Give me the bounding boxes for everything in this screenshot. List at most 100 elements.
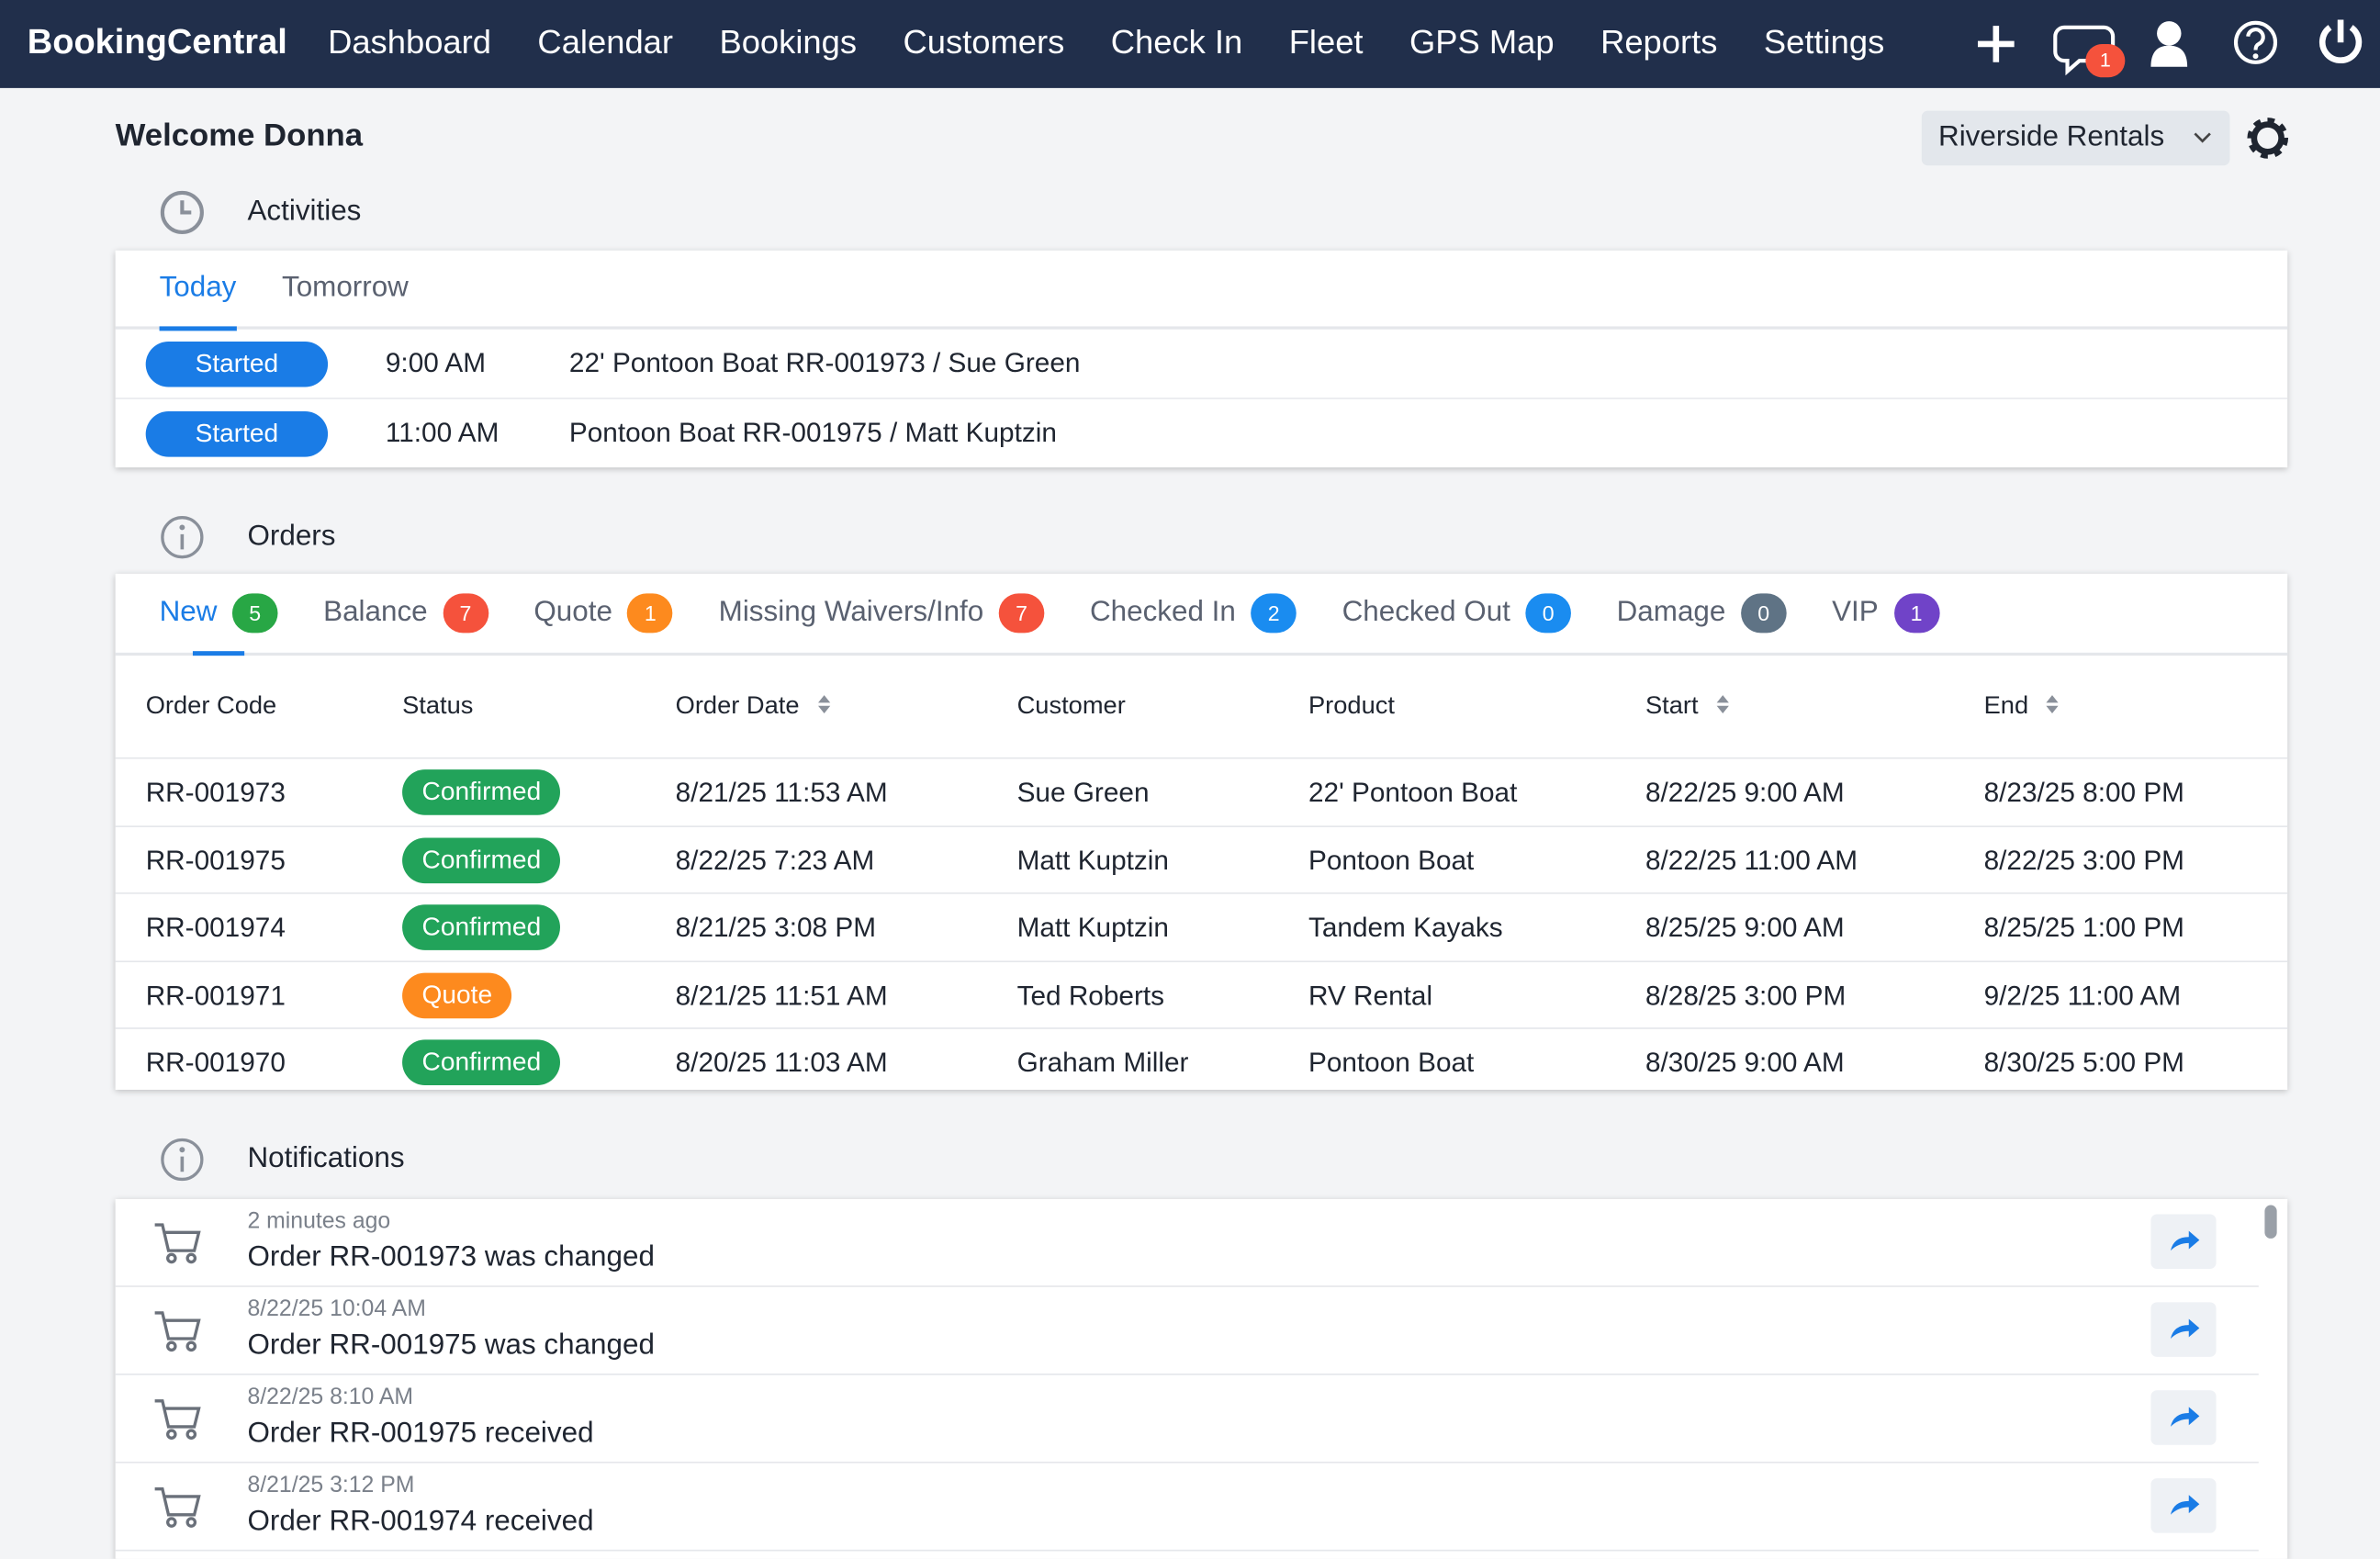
nav-item[interactable]: GPS Map	[1409, 22, 1555, 62]
nav-item[interactable]: Bookings	[719, 22, 858, 62]
scrollbar[interactable]	[2264, 1205, 2277, 1239]
activity-description[interactable]: Pontoon Boat RR-001975 / Matt Kuptzin	[568, 417, 1057, 448]
cart-icon	[154, 1223, 201, 1264]
tab-count: 5	[231, 593, 278, 634]
open-button[interactable]	[2150, 1390, 2217, 1445]
order-code: RR-001970	[145, 1048, 286, 1079]
notification-time: 2 minutes ago	[247, 1207, 391, 1234]
nav-item[interactable]: Settings	[1763, 22, 1885, 62]
open-button[interactable]	[2150, 1478, 2217, 1533]
column-label: Order Code	[145, 691, 277, 720]
tab-label: Checked In	[1089, 596, 1236, 629]
order-code: RR-001971	[145, 980, 286, 1011]
order-row[interactable]: RR-001970 Confirmed 8/20/25 11:03 AM Graham…	[116, 1029, 2288, 1095]
chevron	[2194, 132, 2211, 143]
notification[interactable]: 8/22/25 8:10 AM Order RR-001975 received	[115, 1375, 2259, 1464]
column-header[interactable]: Start	[1645, 656, 1732, 757]
open-button[interactable]	[2150, 1302, 2217, 1357]
order-date: 8/21/25 11:53 AM	[675, 777, 888, 808]
notification-time: 8/22/25 8:10 AM	[247, 1384, 414, 1410]
cart-icon	[154, 1311, 201, 1352]
tab[interactable]: Missing Waivers/Info 7	[719, 574, 1045, 653]
end: 8/22/25 3:00 PM	[1983, 845, 2184, 876]
tab[interactable]: VIP 1	[1832, 574, 1939, 653]
section-title: Activities	[247, 196, 362, 228]
power-icon[interactable]	[2318, 19, 2363, 63]
notification[interactable]: 2 minutes ago Order RR-001973 was changed	[115, 1199, 2259, 1287]
end: 8/30/25 5:00 PM	[1983, 1048, 2184, 1079]
tab[interactable]: Quote 1	[533, 574, 674, 653]
tab[interactable]: Today	[159, 249, 236, 331]
notifications-card: 2 minutes ago Order RR-001973 was changed…	[115, 1198, 2288, 1559]
tab[interactable]: Checked Out 0	[1342, 574, 1572, 653]
column-header[interactable]: Order Date	[676, 656, 833, 757]
status-badge: Confirmed	[402, 904, 561, 951]
share-icon	[2170, 1230, 2200, 1251]
start: 8/25/25 9:00 AM	[1645, 912, 1845, 943]
nav-item[interactable]: Check In	[1110, 22, 1243, 62]
column-label: Product	[1308, 691, 1395, 720]
product: 22' Pontoon Boat	[1308, 777, 1518, 808]
clock-icon	[160, 190, 204, 234]
help-icon[interactable]	[2233, 20, 2278, 64]
column-header: Status	[402, 656, 473, 757]
notification[interactable]: 8/22/25 10:04 AM Order RR-001975 was chan…	[115, 1287, 2259, 1375]
order-row[interactable]: RR-001974 Confirmed 8/21/25 3:08 PM Matt Ku…	[115, 894, 2288, 962]
info-icon	[161, 1138, 204, 1182]
activity-time: 11:00 AM	[385, 417, 500, 448]
order-row[interactable]: RR-001975 Confirmed 8/22/25 7:23 AM Matt Ku…	[115, 826, 2288, 894]
orders-card: New 5 Balance 7 Quote 1 Missing Waivers/Info 7 C…	[115, 573, 2288, 1090]
order-row[interactable]: RR-001973 Confirmed 8/21/25 11:53 AM Sue Gr…	[115, 759, 2288, 827]
settings-icon[interactable]	[2243, 114, 2292, 163]
sort-icon[interactable]	[1713, 693, 1732, 714]
section-title: Orders	[247, 521, 336, 553]
start: 8/22/25 11:00 AM	[1645, 845, 1858, 876]
nav-item[interactable]: Calendar	[537, 22, 674, 62]
customer: Ted Roberts	[1016, 980, 1165, 1011]
add-icon[interactable]	[1977, 26, 2015, 62]
tab[interactable]: Balance 7	[323, 574, 488, 653]
status-badge: Confirmed	[402, 836, 561, 883]
brand[interactable]: BookingCentral	[27, 21, 287, 62]
order-date: 8/21/25 11:51 AM	[675, 980, 888, 1011]
activity-description[interactable]: 22' Pontoon Boat RR-001973 / Sue Green	[568, 347, 1081, 378]
notification-time: 8/21/25 3:12 PM	[247, 1472, 415, 1498]
status-badge: Confirmed	[402, 1039, 561, 1086]
column-label: Start	[1645, 691, 1699, 720]
tab[interactable]: New 5	[160, 574, 278, 656]
tab[interactable]: Tomorrow	[281, 271, 409, 304]
tab-label: Checked Out	[1342, 596, 1510, 629]
column-header: Order Code	[146, 656, 277, 757]
order-row[interactable]: RR-001971 Quote 8/21/25 11:51 AM Ted Robert…	[115, 962, 2288, 1030]
sort-icon[interactable]	[2044, 693, 2062, 714]
user-icon[interactable]	[2150, 21, 2188, 67]
table-header: Order Code Status Order Date Customer Produc…	[115, 656, 2288, 759]
end: 8/25/25 1:00 PM	[1983, 912, 2184, 943]
customer: Graham Miller	[1016, 1048, 1189, 1079]
nav-item[interactable]: Fleet	[1288, 22, 1364, 62]
open-button[interactable]	[2150, 1214, 2217, 1269]
cart-icon	[154, 1487, 201, 1528]
product: Tandem Kayaks	[1308, 912, 1503, 943]
messages-icon[interactable]	[2053, 25, 2116, 76]
column-header[interactable]: End	[1984, 656, 2062, 757]
tab-count: 1	[627, 593, 674, 634]
sort-icon[interactable]	[814, 693, 833, 714]
nav-items: Dashboard Calendar Bookings Customers Check …	[328, 23, 1931, 62]
column-label: Status	[402, 691, 474, 720]
status-badge: Confirmed	[402, 769, 561, 815]
activity-list: Started 9:00 AM 22' Pontoon Boat RR-001973…	[115, 330, 2288, 467]
tab[interactable]: Checked In 2	[1090, 574, 1297, 653]
tab-count: 7	[998, 593, 1045, 634]
tab-label: Damage	[1616, 596, 1726, 629]
tab[interactable]: Damage 0	[1617, 574, 1787, 653]
nav-item[interactable]: Reports	[1600, 22, 1718, 62]
notification[interactable]: 8/21/25 3:12 PM Order RR-001974 received	[115, 1464, 2259, 1552]
nav-item[interactable]: Customers	[903, 22, 1065, 62]
order-code: RR-001973	[145, 777, 286, 808]
nav-item[interactable]: Dashboard	[328, 22, 492, 62]
location-select[interactable]: Riverside Rentals	[1921, 110, 2230, 166]
notification-list: 2 minutes ago Order RR-001973 was changed…	[115, 1199, 2259, 1552]
